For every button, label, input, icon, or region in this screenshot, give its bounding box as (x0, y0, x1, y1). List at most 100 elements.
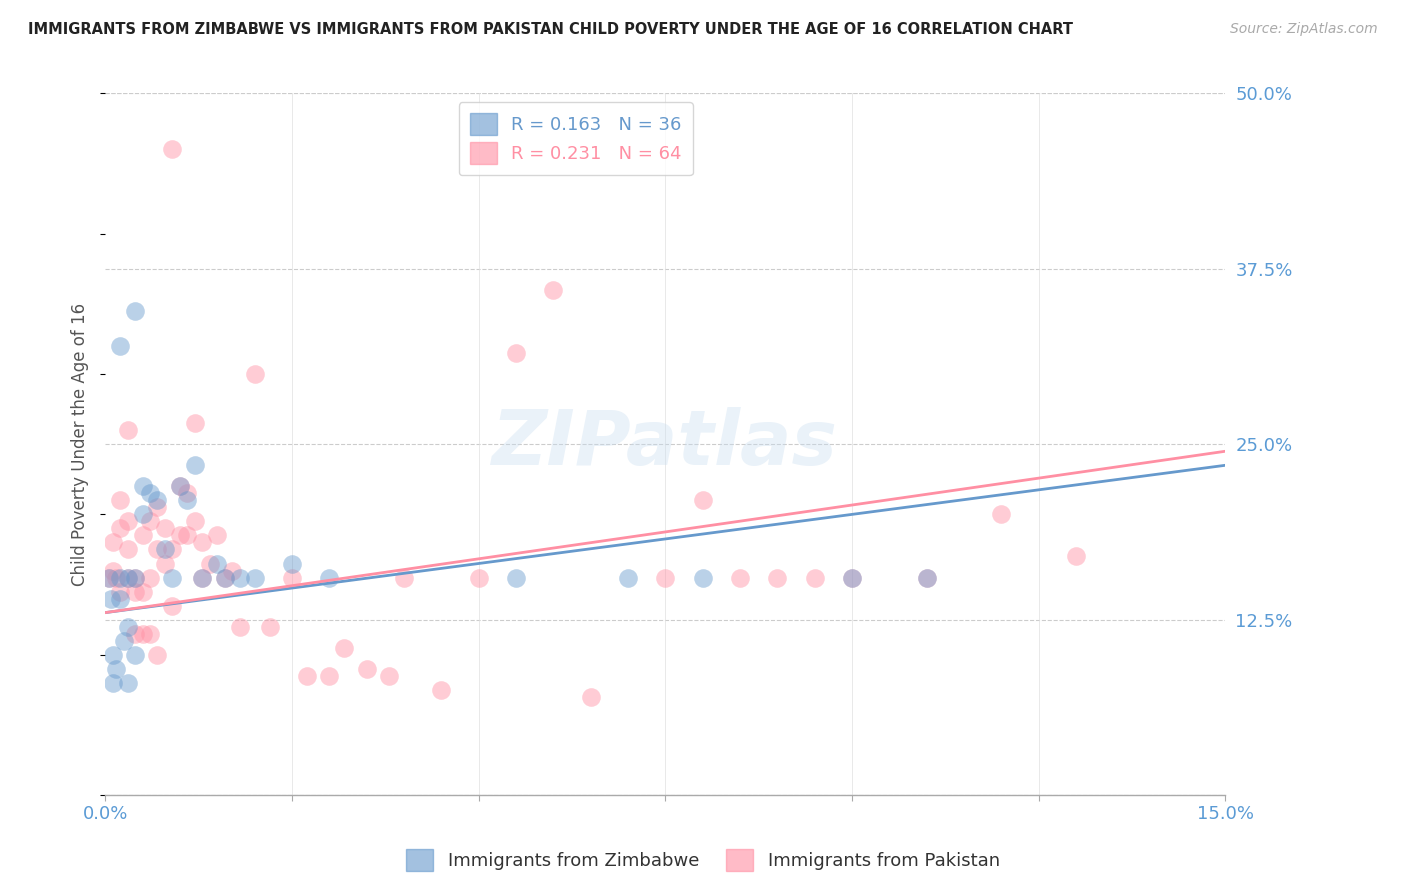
Point (841, 570, 863, 584)
Point (207, 557, 229, 571)
Point (153, 521, 176, 535)
Y-axis label: Child Poverty Under the Age of 16: Child Poverty Under the Age of 16 (72, 302, 89, 586)
Point (124, 304, 146, 318)
Point (259, 620, 281, 634)
Point (97, 570, 120, 584)
Point (124, 648, 146, 662)
Point (108, 591, 131, 606)
Point (543, 283, 565, 297)
Point (1064, 549, 1087, 564)
Point (378, 669, 401, 683)
Point (105, 570, 128, 584)
Point (176, 486, 198, 500)
Point (176, 528, 198, 542)
Point (131, 479, 153, 493)
Point (214, 570, 236, 584)
Point (162, 599, 184, 613)
Point (169, 479, 191, 493)
Point (184, 458, 207, 473)
Point (728, 570, 751, 584)
Point (392, 570, 415, 584)
Point (191, 570, 214, 584)
Point (333, 640, 356, 655)
Point (117, 620, 139, 634)
Point (97, 570, 120, 584)
Point (146, 493, 169, 508)
Point (162, 570, 184, 584)
Point (318, 669, 340, 683)
Point (207, 528, 229, 542)
Text: IMMIGRANTS FROM ZIMBABWE VS IMMIGRANTS FROM PAKISTAN CHILD POVERTY UNDER THE AGE: IMMIGRANTS FROM ZIMBABWE VS IMMIGRANTS F… (28, 22, 1073, 37)
Point (169, 528, 191, 542)
Point (228, 570, 250, 584)
Point (318, 570, 340, 584)
Point (146, 500, 169, 515)
Point (108, 493, 131, 508)
Point (153, 557, 176, 571)
Point (617, 570, 640, 584)
Point (766, 570, 789, 584)
Point (139, 515, 162, 529)
Point (153, 542, 176, 557)
Point (221, 564, 243, 578)
Point (915, 570, 938, 584)
Point (281, 570, 304, 584)
Point (124, 584, 146, 599)
Point (124, 570, 146, 584)
Point (117, 675, 139, 690)
Point (131, 626, 153, 640)
Point (505, 346, 527, 360)
Point (139, 486, 162, 500)
Point (467, 570, 489, 584)
Point (654, 570, 676, 584)
Point (108, 339, 131, 353)
Text: Source: ZipAtlas.com: Source: ZipAtlas.com (1230, 22, 1378, 37)
Point (243, 367, 266, 381)
Point (117, 570, 139, 584)
Point (356, 662, 378, 676)
Point (191, 570, 214, 584)
Point (162, 542, 184, 557)
Point (692, 493, 714, 508)
Point (146, 542, 169, 557)
Point (108, 521, 131, 535)
Point (131, 584, 153, 599)
Point (117, 515, 139, 529)
Point (169, 479, 191, 493)
Point (579, 690, 602, 704)
Point (915, 570, 938, 584)
Point (184, 515, 207, 529)
Point (131, 528, 153, 542)
Point (184, 416, 207, 430)
Point (841, 570, 863, 584)
Point (108, 570, 131, 584)
Point (101, 675, 124, 690)
Point (124, 570, 146, 584)
Point (191, 535, 214, 549)
Point (139, 570, 162, 584)
Point (117, 570, 139, 584)
Point (692, 570, 714, 584)
Point (101, 648, 124, 662)
Point (139, 626, 162, 640)
Point (112, 633, 135, 648)
Point (162, 143, 184, 157)
Point (214, 570, 236, 584)
Point (117, 423, 139, 437)
Text: ZIPatlas: ZIPatlas (492, 408, 838, 481)
Point (295, 669, 318, 683)
Point (176, 493, 198, 508)
Point (101, 564, 124, 578)
Point (108, 584, 131, 599)
Point (105, 662, 128, 676)
Point (505, 570, 527, 584)
Point (146, 648, 169, 662)
Point (198, 557, 221, 571)
Point (990, 508, 1012, 522)
Point (243, 570, 266, 584)
Point (117, 542, 139, 557)
Point (228, 620, 250, 634)
Point (100, 591, 122, 606)
Point (101, 535, 124, 549)
Point (124, 626, 146, 640)
